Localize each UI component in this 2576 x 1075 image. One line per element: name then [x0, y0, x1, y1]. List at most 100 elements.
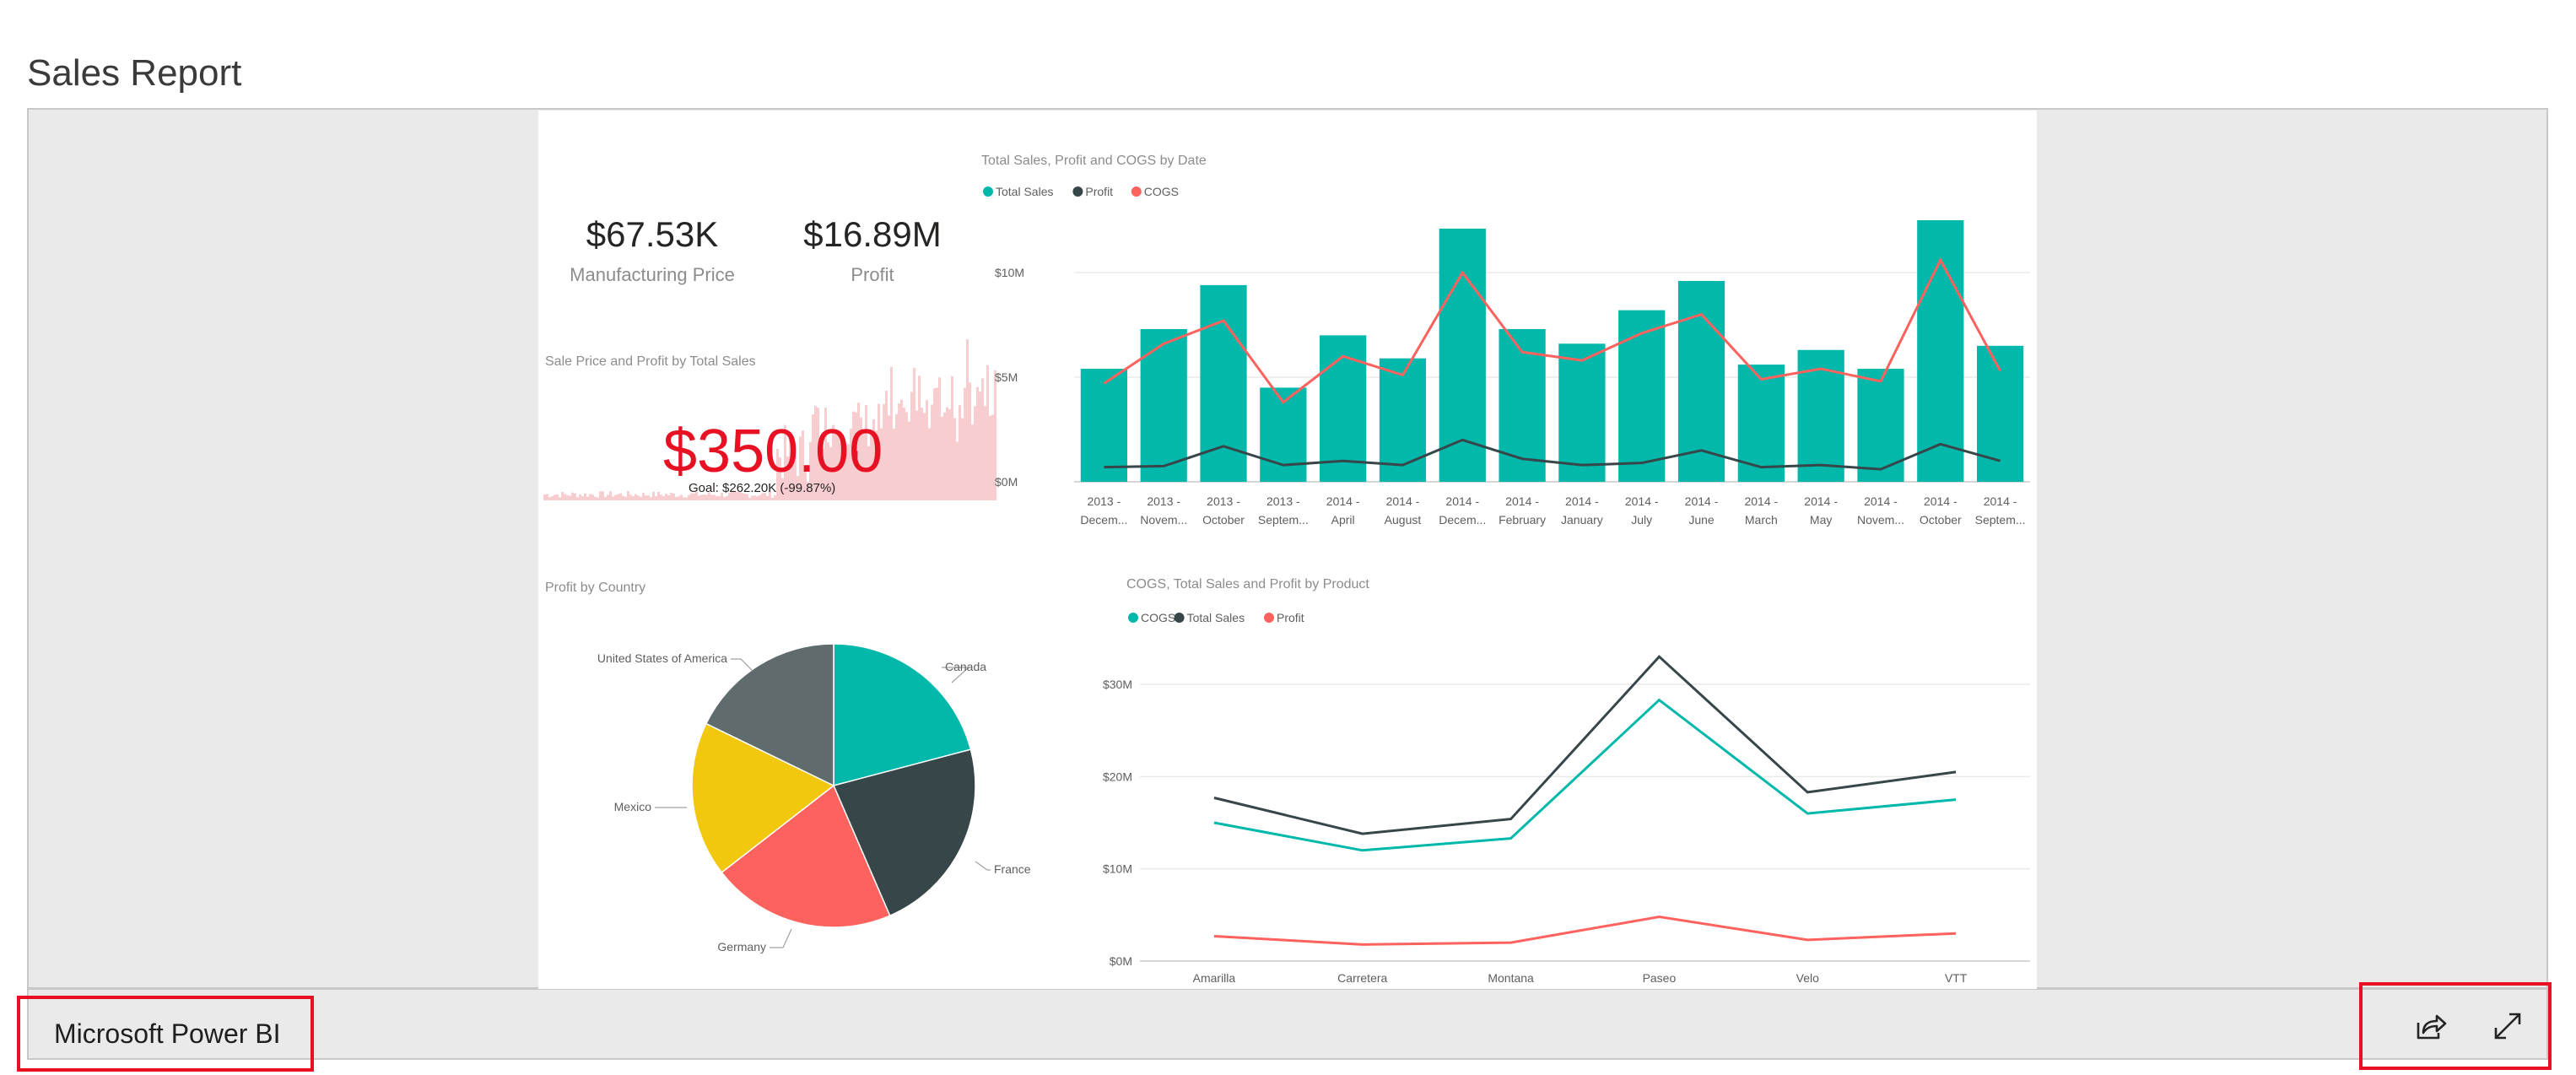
bar-total-sales	[1379, 358, 1427, 482]
y-tick-label: $10M	[995, 266, 1024, 279]
pie-chart-profit-by-country[interactable]: Profit by Country Canada France Germany Mex…	[545, 581, 1031, 953]
bar-total-sales	[1140, 328, 1187, 482]
x-tick-label: April	[1331, 513, 1355, 527]
x-tick-label: January	[1561, 513, 1603, 527]
x-tick-label: 2013 -	[1088, 494, 1121, 508]
line-chart-by-product[interactable]: COGS, Total Sales and Profit by Product …	[1103, 577, 2030, 985]
bar-total-sales	[1320, 335, 1367, 482]
pie-label: United States of America	[597, 651, 727, 665]
chart-title: COGS, Total Sales and Profit by Product	[1126, 577, 1369, 592]
pie-label: Mexico	[614, 800, 652, 813]
y-tick-label: $10M	[1103, 862, 1132, 876]
card-label: Manufacturing Price	[570, 264, 735, 285]
legend-label: Profit	[1085, 185, 1113, 198]
bar-total-sales	[1558, 343, 1606, 482]
y-tick-label: $5M	[995, 370, 1018, 384]
y-tick-label: $30M	[1103, 678, 1132, 691]
kpi-value: $350.00	[663, 418, 883, 485]
chart-title: Total Sales, Profit and COGS by Date	[981, 154, 1207, 168]
brand-highlight[interactable]: Microsoft Power BI	[17, 996, 314, 1072]
series-line-total-sales	[1213, 655, 1957, 835]
card-profit[interactable]: $16.89M Profit	[803, 214, 941, 285]
x-tick-label: 2014 -	[1386, 494, 1420, 508]
bar-total-sales	[1857, 369, 1904, 482]
x-tick-label: Amarilla	[1193, 971, 1236, 985]
x-tick-label: Montana	[1488, 971, 1534, 985]
x-tick-label: 2013 -	[1207, 494, 1240, 508]
x-tick-label: 2014 -	[1984, 494, 2017, 508]
x-tick-label: 2014 -	[1864, 494, 1898, 508]
bar-total-sales	[1737, 365, 1785, 482]
pie-slices	[691, 643, 976, 928]
x-axis: Amarilla Carretera Montana Paseo Velo VTT	[1193, 971, 1968, 985]
bar-total-sales	[1200, 284, 1247, 482]
footer-actions-highlight	[2359, 982, 2552, 1070]
legend-label: Total Sales	[996, 185, 1053, 198]
pie-leader-line	[975, 861, 991, 871]
bar-series	[1080, 220, 2024, 482]
pie-slice-mexico	[691, 722, 835, 874]
page-title: Sales Report	[27, 52, 242, 94]
y-axis: $0M $5M $10M	[995, 266, 1024, 489]
y-tick-label: $0M	[1110, 954, 1132, 968]
pie-slice-united-states-of-america	[705, 643, 834, 787]
legend-marker	[1264, 613, 1274, 623]
pie-label: France	[994, 862, 1031, 876]
x-axis: 2013 - Decem... 2013 - Novem... 2013 - Octobe…	[1080, 494, 2025, 527]
share-icon[interactable]	[2406, 1002, 2454, 1050]
x-tick-label: June	[1688, 513, 1715, 527]
kpi-indicator: !	[854, 447, 860, 470]
x-tick-label: Carretera	[1337, 971, 1387, 985]
kpi-visual[interactable]: Sale Price and Profit by Total Sales $35…	[543, 339, 996, 500]
report-canvas[interactable]: $67.53K Manufacturing Price $16.89M Prof…	[538, 111, 2037, 989]
y-tick-label: $20M	[1103, 770, 1132, 783]
x-tick-label: Novem...	[1857, 513, 1904, 527]
x-tick-label: 2014 -	[1685, 494, 1719, 508]
pie-slice-france	[832, 748, 976, 917]
y-axis: $0M $10M $20M $30M	[1103, 678, 1132, 968]
x-tick-label: Septem...	[1975, 513, 2026, 527]
pie-labels: Canada France Germany Mexico United States o…	[597, 651, 1031, 953]
x-tick-label: March	[1745, 513, 1778, 527]
bar-total-sales	[1976, 345, 2024, 482]
pie-label: Germany	[717, 940, 766, 953]
legend-label: Profit	[1277, 611, 1304, 624]
x-tick-label: Decem...	[1439, 513, 1486, 527]
pie-slice-germany	[721, 784, 891, 928]
x-tick-label: Velo	[1796, 971, 1819, 985]
bar-total-sales	[1080, 369, 1128, 482]
chart-legend: COGS Total Sales Profit	[1128, 611, 1304, 624]
powerbi-brand-link[interactable]: Microsoft Power BI	[54, 1018, 281, 1049]
legend-marker	[1072, 186, 1083, 197]
pie-label: Canada	[945, 660, 986, 673]
kpi-trend-area	[543, 339, 996, 500]
line-series	[1103, 257, 2001, 471]
pie-leader-line	[731, 658, 753, 672]
series-line-cogs	[1103, 257, 2001, 404]
y-tick-label: $0M	[995, 475, 1018, 489]
legend-marker	[1128, 613, 1138, 623]
combo-chart-by-date[interactable]: Total Sales, Profit and COGS by Date Tot…	[981, 154, 2030, 527]
series-line-profit	[1104, 438, 2001, 471]
x-tick-label: October	[1202, 513, 1245, 527]
card-value: $16.89M	[803, 214, 941, 254]
legend-marker	[983, 186, 993, 197]
x-tick-label: 2014 -	[1565, 494, 1599, 508]
legend-label: COGS	[1144, 185, 1179, 198]
x-tick-label: Paseo	[1643, 971, 1677, 985]
fullscreen-icon[interactable]	[2484, 1002, 2531, 1050]
x-tick-label: Novem...	[1140, 513, 1187, 527]
pie-leader-line	[770, 928, 792, 948]
bar-total-sales	[1917, 220, 1964, 482]
bar-total-sales	[1618, 310, 1666, 482]
x-tick-label: 2014 -	[1744, 494, 1778, 508]
x-tick-label: July	[1631, 513, 1652, 527]
kpi-goal: Goal: $262.20K (-99.87%)	[689, 481, 835, 495]
chart-gridlines	[1140, 683, 2030, 962]
x-tick-label: VTT	[1945, 971, 1968, 985]
chart-legend: Total Sales Profit COGS	[983, 185, 1179, 198]
x-tick-label: February	[1499, 513, 1546, 527]
card-manufacturing-price[interactable]: $67.53K Manufacturing Price	[570, 214, 735, 285]
x-tick-label: 2014 -	[1924, 494, 1958, 508]
report-footer	[27, 989, 2548, 1060]
